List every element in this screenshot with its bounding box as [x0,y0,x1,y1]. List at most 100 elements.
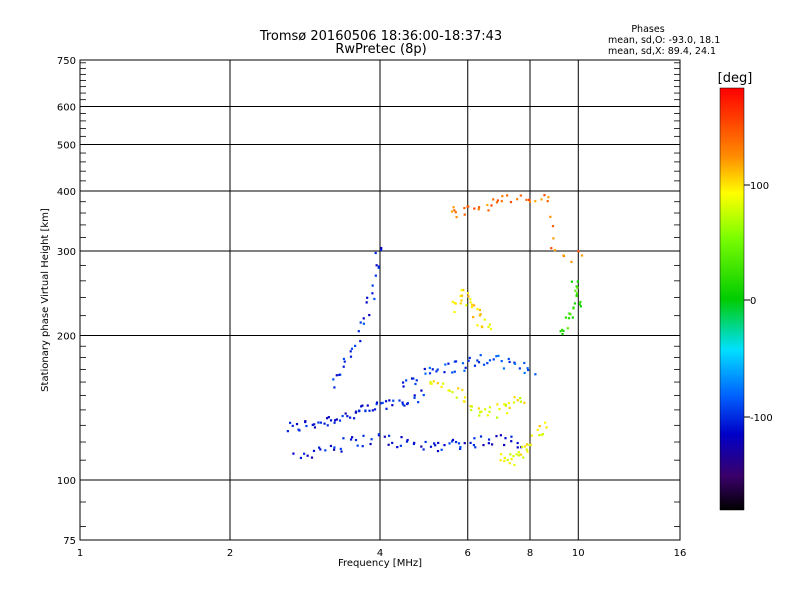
scatter-point [303,452,306,455]
scatter-point [401,403,405,406]
scatter-point [344,412,347,415]
scatter-point [516,441,519,445]
scatter-point [513,361,516,364]
scatter-point [361,404,364,407]
scatter-point [373,297,376,301]
scatter-point [375,264,378,267]
scatter-point [546,200,549,203]
scatter-point [575,294,578,297]
scatter-point [374,251,377,255]
y-tick-label: 500 [57,141,76,152]
scatter-point [339,447,342,451]
scatter-point [440,448,443,451]
scatter-point [473,364,477,367]
scatter-point [503,456,506,460]
scatter-point [472,443,476,447]
phase-box-line-o: mean, sd,O: -93.0, 18.1 [608,35,720,46]
scatter-point [384,400,388,403]
scatter-point [371,409,374,412]
scatter-point [304,420,307,424]
scatter-point [566,327,569,330]
scatter-point [360,405,363,408]
scatter-point [447,389,450,392]
scatter-point [420,445,423,448]
scatter-point [479,411,482,414]
scatter-point [338,373,341,376]
scatter-point [549,215,552,218]
x-tick-label: 4 [377,548,383,559]
scatter-point [476,307,479,311]
scatter-point [332,448,336,451]
scatter-point [547,196,550,199]
scatter-point [523,371,526,375]
scatter-point [474,446,477,449]
scatter-point [434,444,437,447]
scatter-point [564,316,568,319]
scatter-point [444,363,447,366]
scatter-point [510,458,513,461]
scatter-point [506,194,509,197]
scatter-point [575,285,578,288]
scatter-point [357,330,360,333]
scatter-point [429,380,432,384]
scatter-point [448,442,451,445]
scatter-point [387,443,390,446]
scatter-point [380,246,383,250]
scatter-point [469,405,472,408]
scatter-point [454,360,458,363]
scatter-point [479,313,482,316]
scatter-point [453,310,456,314]
scatter-point [477,208,480,211]
scatter-point [355,410,358,413]
scatter-point [540,433,543,437]
scatter-point [519,194,522,197]
scatter-point [495,355,498,358]
scatter-point [313,426,317,429]
scatter-point [374,274,377,277]
scatter-point [488,406,492,409]
scatter-point [362,434,365,437]
scatter-point [436,449,440,453]
scatter-point [325,417,329,420]
scatter-point [424,372,427,375]
scatter-point [317,421,320,424]
axis-ticks: 1 2 4 6 8 10 16 75 100 200 300 400 500 600 750 [57,56,686,559]
scatter-point [504,437,507,440]
scatter-point [369,442,372,446]
scatter-point [513,396,516,399]
scatter-point [299,456,303,460]
scatter-point [550,247,553,250]
scatter-point [428,366,431,370]
scatter-point [482,363,486,366]
scatter-point [406,438,409,442]
y-tick-label: 400 [57,187,76,198]
scatter-point [522,456,525,459]
scatter-point [538,434,541,437]
scatter-point [319,448,322,451]
scatter-point [495,435,498,438]
chart-title: Tromsø 20160506 18:36:00-18:37:43 [259,29,502,44]
scatter-point [354,438,358,442]
scatter-point [575,292,579,295]
scatter-point [368,409,371,412]
scatter-point [435,370,438,373]
colorbar-tick-label: 0 [750,296,756,307]
scatter-point [354,344,357,347]
scatter-point [455,215,458,219]
scatter-point [340,450,343,453]
scatter-point [398,399,401,402]
y-tick-label: 100 [57,476,76,487]
scatter-point [451,371,454,374]
scatter-point [342,365,345,368]
scatter-point [519,453,523,456]
scatter-point [457,442,461,445]
scatter-point [579,300,582,304]
scatter-point [551,224,555,228]
scatter-point [413,394,416,397]
x-tick-label: 10 [572,548,585,559]
scatter-point [465,304,468,307]
scatter-point [545,426,548,429]
scatter-point [385,407,388,410]
scatter-point [311,423,314,426]
scatter-point [470,306,474,309]
